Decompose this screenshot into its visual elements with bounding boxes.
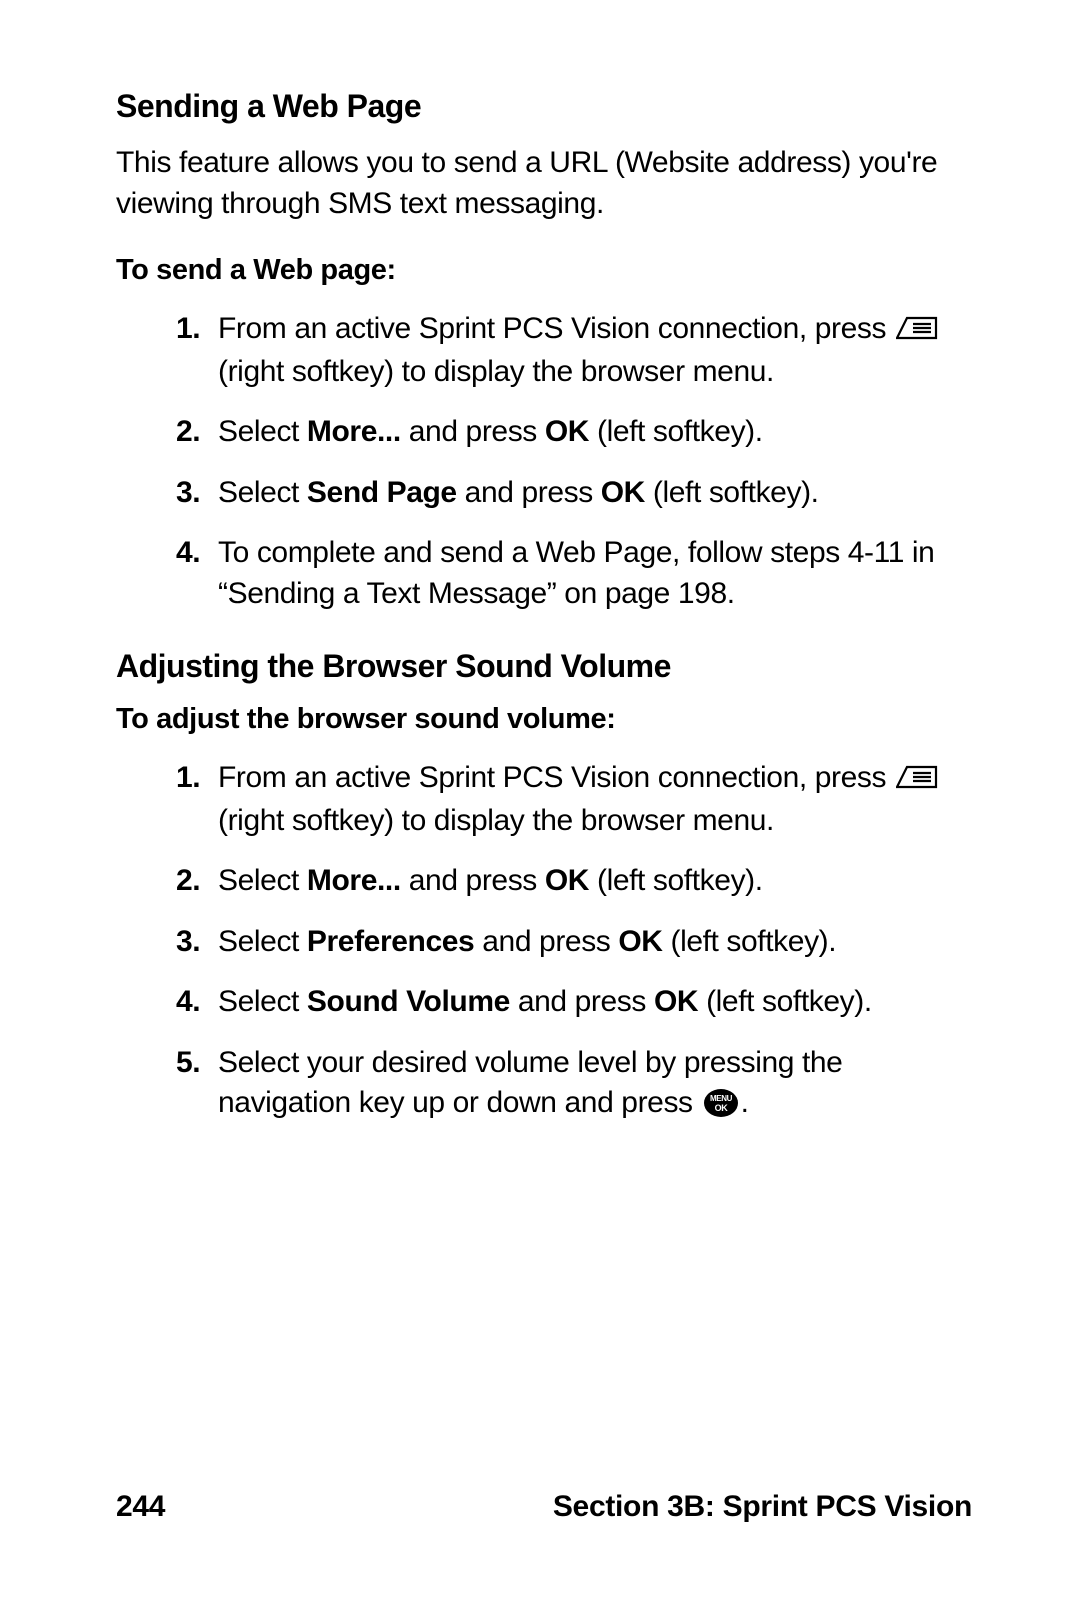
bold-text: Preferences xyxy=(307,925,474,958)
step-number: 4. xyxy=(176,982,200,1023)
bold-text: OK xyxy=(654,985,698,1018)
step-item: 3. Select Send Page and press OK (left s… xyxy=(176,473,972,514)
heading-sending-web-page: Sending a Web Page xyxy=(116,88,972,125)
step-text: Select xyxy=(218,985,307,1018)
step-item: 4. Select Sound Volume and press OK (lef… xyxy=(176,982,972,1023)
menu-ok-button-icon: MENU OK xyxy=(703,1088,739,1130)
step-number: 1. xyxy=(176,758,200,799)
bold-text: More... xyxy=(307,864,401,897)
step-item: 3. Select Preferences and press OK (left… xyxy=(176,922,972,963)
step-text: From an active Sprint PCS Vision connect… xyxy=(218,312,894,345)
heading-adjust-volume: Adjusting the Browser Sound Volume xyxy=(116,648,972,685)
step-text: and press xyxy=(457,476,601,509)
step-number: 3. xyxy=(176,922,200,963)
step-text: . xyxy=(741,1086,749,1119)
step-text: Select xyxy=(218,415,307,448)
bold-text: Send Page xyxy=(307,476,457,509)
bold-text: Sound Volume xyxy=(307,985,510,1018)
step-text: From an active Sprint PCS Vision connect… xyxy=(218,761,894,794)
step-text: Select your desired volume level by pres… xyxy=(218,1046,842,1120)
step-text: (right softkey) to display the browser m… xyxy=(218,355,774,388)
step-text: To complete and send a Web Page, follow … xyxy=(218,536,934,610)
step-item: 2. Select More... and press OK (left sof… xyxy=(176,412,972,453)
intro-paragraph: This feature allows you to send a URL (W… xyxy=(116,143,972,224)
step-text: and press xyxy=(474,925,618,958)
step-item: 4. To complete and send a Web Page, foll… xyxy=(176,533,972,614)
manual-page: Sending a Web Page This feature allows y… xyxy=(0,0,1080,1620)
step-text: and press xyxy=(401,864,545,897)
page-number: 244 xyxy=(116,1490,165,1524)
steps-adjust-volume: 1. From an active Sprint PCS Vision conn… xyxy=(116,758,972,1130)
step-number: 1. xyxy=(176,309,200,350)
step-text: (right softkey) to display the browser m… xyxy=(218,804,774,837)
bold-text: OK xyxy=(545,864,589,897)
step-text: Select xyxy=(218,864,307,897)
step-number: 5. xyxy=(176,1043,200,1084)
step-item: 2. Select More... and press OK (left sof… xyxy=(176,861,972,902)
step-item: 5. Select your desired volume level by p… xyxy=(176,1043,972,1130)
step-text: (left softkey). xyxy=(589,864,763,897)
svg-text:OK: OK xyxy=(714,1103,728,1113)
step-number: 2. xyxy=(176,412,200,453)
step-number: 2. xyxy=(176,861,200,902)
step-text: and press xyxy=(510,985,654,1018)
bold-text: OK xyxy=(601,476,645,509)
subhead-adjust-volume: To adjust the browser sound volume: xyxy=(116,703,972,736)
step-text: (left softkey). xyxy=(663,925,837,958)
bold-text: OK xyxy=(545,415,589,448)
subhead-send-web-page: To send a Web page: xyxy=(116,254,972,287)
bold-text: More... xyxy=(307,415,401,448)
step-item: 1. From an active Sprint PCS Vision conn… xyxy=(176,758,972,841)
step-text: (left softkey). xyxy=(645,476,819,509)
step-text: Select xyxy=(218,476,307,509)
step-number: 3. xyxy=(176,473,200,514)
step-item: 1. From an active Sprint PCS Vision conn… xyxy=(176,309,972,392)
menu-softkey-icon xyxy=(896,311,938,352)
step-text: (left softkey). xyxy=(698,985,872,1018)
step-number: 4. xyxy=(176,533,200,574)
step-text: (left softkey). xyxy=(589,415,763,448)
page-footer: 244 Section 3B: Sprint PCS Vision xyxy=(116,1490,972,1524)
bold-text: OK xyxy=(618,925,662,958)
svg-text:MENU: MENU xyxy=(710,1094,733,1103)
steps-send-web-page: 1. From an active Sprint PCS Vision conn… xyxy=(116,309,972,614)
step-text: and press xyxy=(401,415,545,448)
step-text: Select xyxy=(218,925,307,958)
menu-softkey-icon xyxy=(896,760,938,801)
section-label: Section 3B: Sprint PCS Vision xyxy=(553,1490,972,1524)
